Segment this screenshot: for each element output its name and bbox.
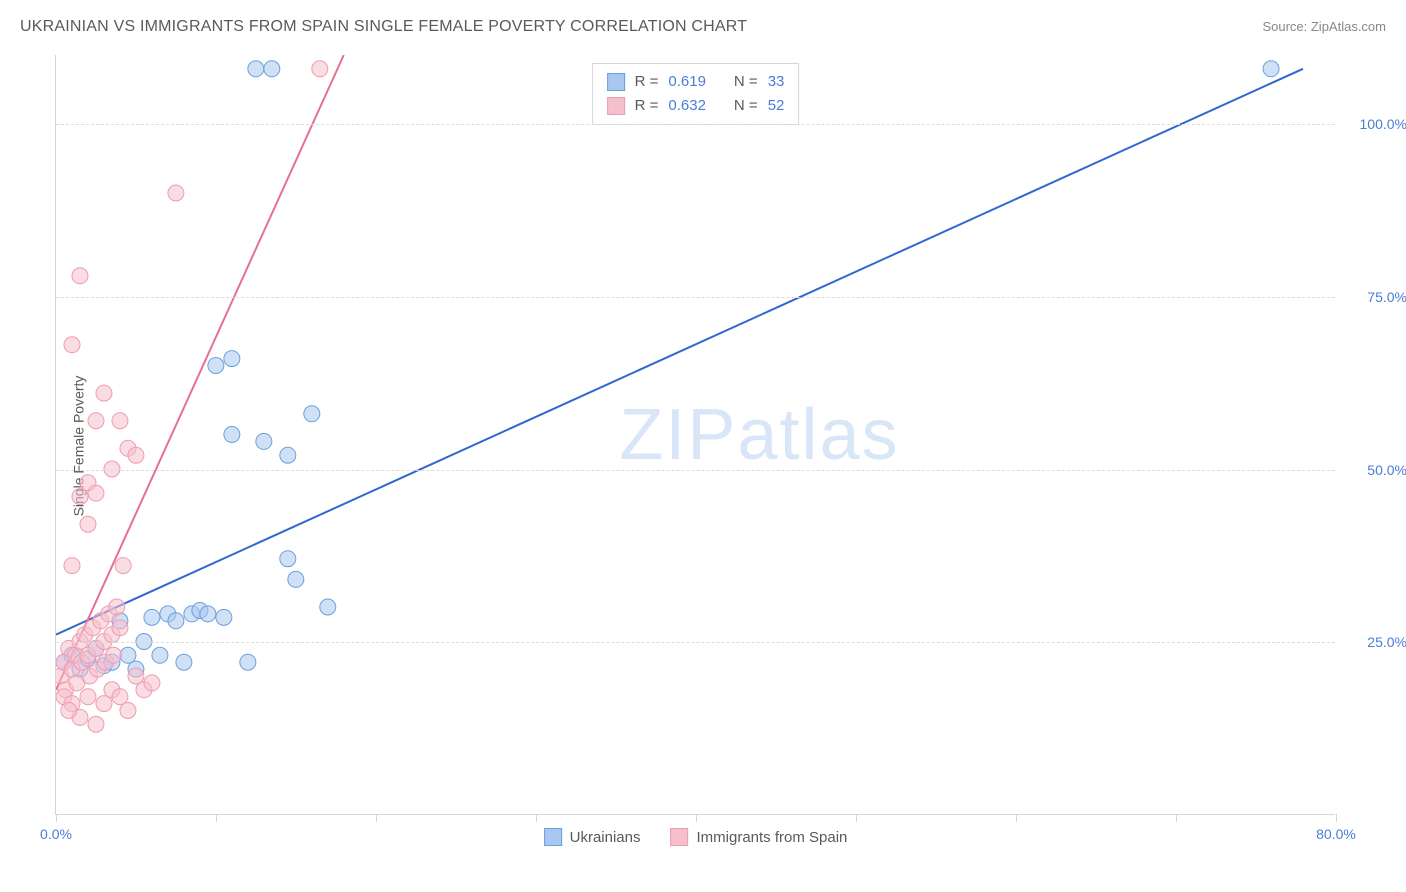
series-swatch-0 xyxy=(607,73,625,91)
data-point xyxy=(224,427,240,443)
x-tick xyxy=(216,814,217,822)
y-tick-label: 50.0% xyxy=(1347,462,1406,478)
source-prefix: Source: xyxy=(1262,19,1310,34)
data-point xyxy=(115,558,131,574)
scatter-plot-svg xyxy=(56,55,1335,814)
data-point xyxy=(61,703,77,719)
r-value-1: 0.632 xyxy=(668,94,706,118)
r-label-0: R = xyxy=(635,70,659,94)
data-point xyxy=(144,675,160,691)
x-tick xyxy=(56,814,57,822)
data-point xyxy=(96,696,112,712)
data-point xyxy=(304,406,320,422)
data-point xyxy=(152,647,168,663)
data-point xyxy=(64,558,80,574)
bottom-legend: Ukrainians Immigrants from Spain xyxy=(544,828,848,846)
gridline xyxy=(56,297,1335,298)
chart-header: UKRAINIAN VS IMMIGRANTS FROM SPAIN SINGL… xyxy=(20,18,1386,36)
data-point xyxy=(96,385,112,401)
x-tick xyxy=(376,814,377,822)
data-point xyxy=(240,654,256,670)
data-point xyxy=(64,337,80,353)
data-point xyxy=(320,599,336,615)
data-point xyxy=(144,609,160,625)
data-point xyxy=(88,716,104,732)
series-swatch-1 xyxy=(607,97,625,115)
x-tick xyxy=(1176,814,1177,822)
data-point xyxy=(80,516,96,532)
data-point xyxy=(120,703,136,719)
legend-swatch-0 xyxy=(544,828,562,846)
source-link[interactable]: ZipAtlas.com xyxy=(1311,19,1386,34)
y-tick-label: 75.0% xyxy=(1347,289,1406,305)
r-label-1: R = xyxy=(635,94,659,118)
legend-label-1: Immigrants from Spain xyxy=(696,829,847,846)
data-point xyxy=(224,351,240,367)
legend-item-1: Immigrants from Spain xyxy=(670,828,847,846)
data-point xyxy=(168,185,184,201)
chart-title: UKRAINIAN VS IMMIGRANTS FROM SPAIN SINGL… xyxy=(20,18,747,36)
legend-label-0: Ukrainians xyxy=(570,829,641,846)
data-point xyxy=(128,447,144,463)
data-point xyxy=(88,485,104,501)
data-point xyxy=(200,606,216,622)
data-point xyxy=(120,647,136,663)
data-point xyxy=(176,654,192,670)
data-point xyxy=(280,551,296,567)
data-point xyxy=(109,599,125,615)
r-value-0: 0.619 xyxy=(668,70,706,94)
data-point xyxy=(208,358,224,374)
stats-legend-box: R = 0.619 N = 33 R = 0.632 N = 52 xyxy=(592,63,800,125)
stats-row-1: R = 0.632 N = 52 xyxy=(607,94,785,118)
data-point xyxy=(168,613,184,629)
n-value-0: 33 xyxy=(768,70,785,94)
legend-swatch-1 xyxy=(670,828,688,846)
n-value-1: 52 xyxy=(768,94,785,118)
data-point xyxy=(72,268,88,284)
data-point xyxy=(128,668,144,684)
n-label-0: N = xyxy=(734,70,758,94)
source-attribution: Source: ZipAtlas.com xyxy=(1262,19,1386,34)
data-point xyxy=(280,447,296,463)
x-tick xyxy=(1336,814,1337,822)
data-point xyxy=(106,647,122,663)
x-tick xyxy=(696,814,697,822)
y-tick-label: 100.0% xyxy=(1347,116,1406,132)
data-point xyxy=(112,689,128,705)
data-point xyxy=(1263,61,1279,77)
y-tick-label: 25.0% xyxy=(1347,634,1406,650)
data-point xyxy=(216,609,232,625)
gridline xyxy=(56,470,1335,471)
data-point xyxy=(288,571,304,587)
data-point xyxy=(248,61,264,77)
data-point xyxy=(264,61,280,77)
legend-item-0: Ukrainians xyxy=(544,828,641,846)
chart-plot-area: ZIPatlas R = 0.619 N = 33 R = 0.632 N = … xyxy=(55,55,1335,815)
x-tick xyxy=(1016,814,1017,822)
gridline xyxy=(56,124,1335,125)
data-point xyxy=(112,413,128,429)
x-tick-label: 0.0% xyxy=(40,826,72,842)
data-point xyxy=(256,433,272,449)
x-tick xyxy=(856,814,857,822)
data-point xyxy=(88,413,104,429)
data-point xyxy=(112,620,128,636)
data-point xyxy=(72,489,88,505)
data-point xyxy=(312,61,328,77)
gridline xyxy=(56,642,1335,643)
x-tick xyxy=(536,814,537,822)
trend-line-0 xyxy=(56,69,1303,635)
data-point xyxy=(80,689,96,705)
trend-line-1 xyxy=(56,55,344,690)
n-label-1: N = xyxy=(734,94,758,118)
stats-row-0: R = 0.619 N = 33 xyxy=(607,70,785,94)
x-tick-label: 80.0% xyxy=(1316,826,1356,842)
